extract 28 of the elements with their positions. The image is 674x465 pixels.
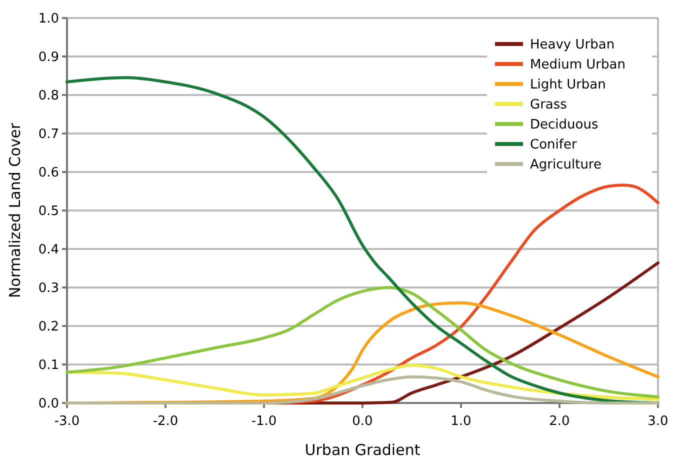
x-tick-label: 3.0 bbox=[648, 414, 668, 429]
legend-label: Light Urban bbox=[530, 78, 606, 93]
legend-label: Conifer bbox=[530, 138, 578, 153]
x-tick-label: -2.0 bbox=[152, 414, 178, 429]
legend-label: Medium Urban bbox=[530, 58, 626, 73]
x-axis-title: Urban Gradient bbox=[304, 441, 420, 459]
y-tick-label: 0.3 bbox=[38, 281, 59, 296]
legend-label: Deciduous bbox=[530, 118, 598, 133]
legend-label: Grass bbox=[530, 98, 568, 113]
x-tick-label: 2.0 bbox=[549, 414, 570, 429]
x-tick-label: -1.0 bbox=[251, 414, 277, 429]
y-tick-label: 0.7 bbox=[38, 127, 59, 142]
x-tick-label: 1.0 bbox=[450, 414, 472, 429]
y-tick-label: 0.9 bbox=[38, 50, 59, 66]
x-tick-label: -3.0 bbox=[54, 414, 80, 429]
line-series bbox=[66, 286, 660, 398]
y-axis-title: Normalized Land Cover bbox=[6, 122, 24, 298]
y-tick-label: 1.0 bbox=[38, 12, 59, 27]
y-tick-label: 0.4 bbox=[38, 242, 59, 258]
y-tick-label: 0.2 bbox=[38, 320, 59, 335]
x-tick-label: 0.0 bbox=[352, 414, 373, 429]
legend-label: Agriculture bbox=[530, 158, 602, 173]
y-tick-label: 0.8 bbox=[38, 88, 59, 104]
y-tick-label: 0.0 bbox=[38, 396, 59, 412]
y-tick-label: 0.6 bbox=[38, 166, 59, 181]
y-tick-label: 0.5 bbox=[38, 204, 59, 220]
y-tick-label: 0.1 bbox=[38, 358, 59, 374]
legend-label: Heavy Urban bbox=[530, 38, 615, 53]
